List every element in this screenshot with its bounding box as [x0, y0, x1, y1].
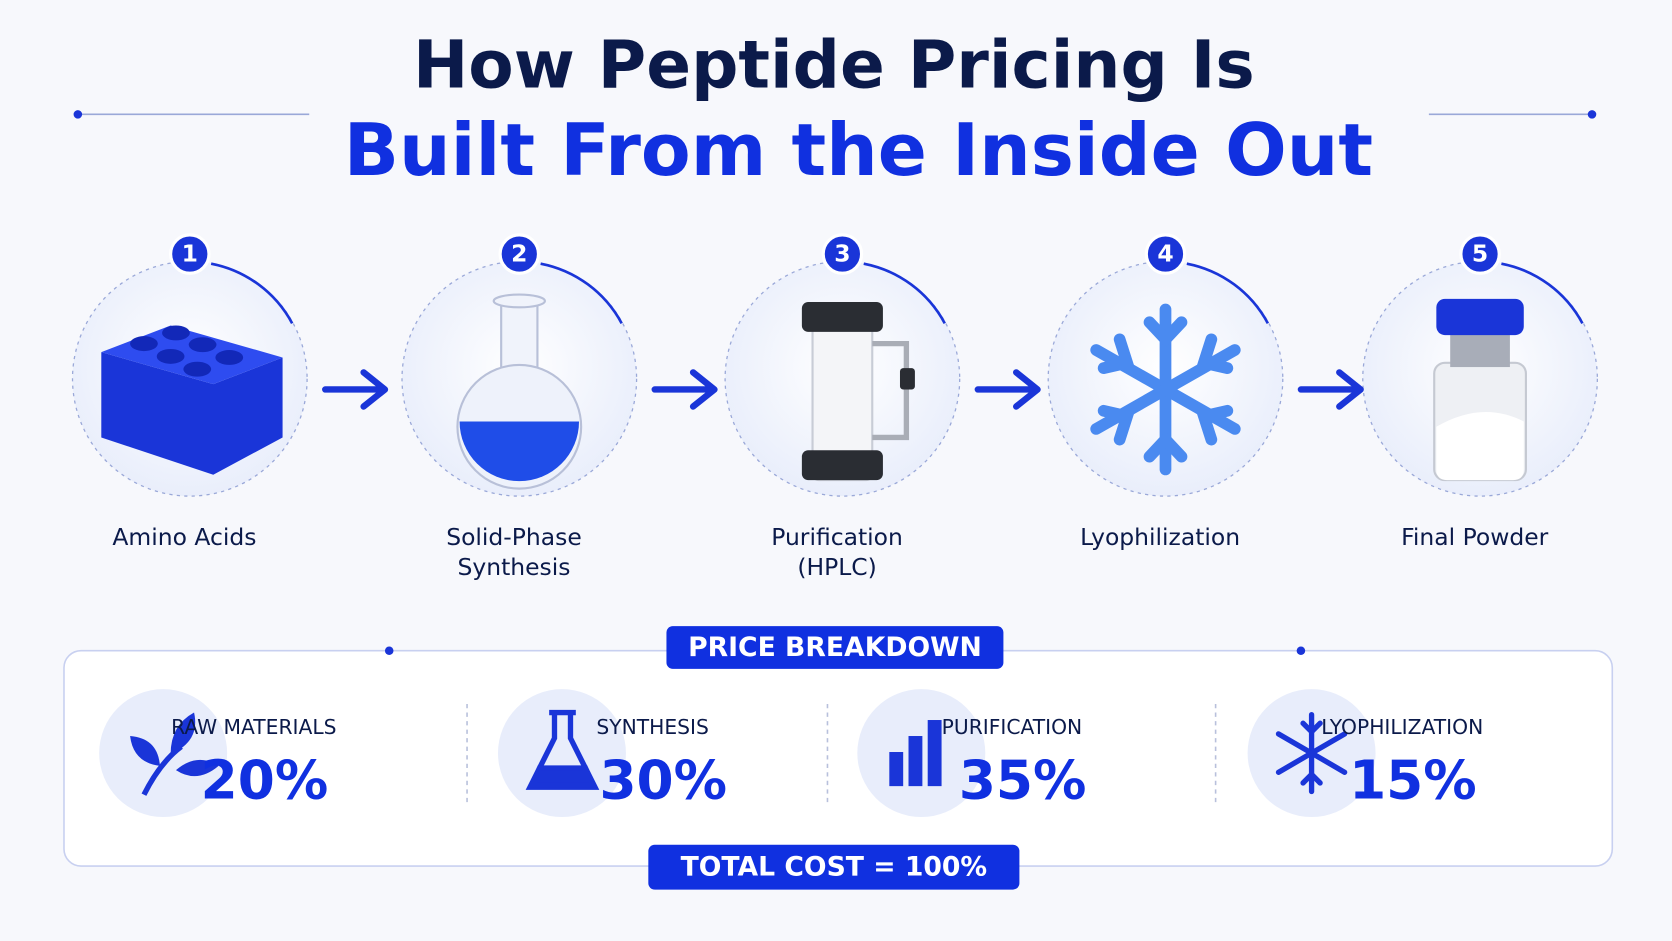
icon-snowflake [1090, 303, 1241, 476]
step-arc [863, 262, 946, 324]
step-label: Amino Acids [112, 523, 256, 551]
icon-vial [1433, 298, 1527, 482]
breakdown-pill [666, 626, 1004, 669]
total-pill [648, 844, 1020, 890]
item-label: LYOPHILIZATION [1321, 715, 1483, 739]
step-arc [540, 262, 623, 324]
step-label: Synthesis [457, 553, 570, 581]
decor-dot [384, 646, 394, 655]
step-label: Lyophilization [1080, 523, 1240, 551]
step-label: Final Powder [1401, 523, 1549, 551]
total-cost: TOTAL COST = 100% [681, 852, 988, 883]
step-label: (HPLC) [797, 553, 876, 581]
icon-column [801, 302, 915, 482]
step-arrow [1297, 369, 1364, 410]
item-label: SYNTHESIS [596, 715, 708, 739]
item-value: 35% [959, 750, 1087, 812]
icon-flask [456, 293, 583, 490]
step-arrow [974, 369, 1041, 410]
step-badge [1144, 233, 1187, 275]
step-number: 3 [834, 240, 850, 268]
step-number: 1 [182, 240, 198, 268]
title-line1: How Peptide Pricing Is [413, 27, 1255, 104]
step-number: 5 [1472, 240, 1488, 268]
icon-snowflake-small [1275, 712, 1348, 795]
breakdown-title: PRICE BREAKDOWN [688, 632, 982, 663]
step-arc [1501, 262, 1584, 324]
step-arc [210, 262, 294, 324]
icon-brick [101, 325, 283, 475]
item-value: 20% [201, 750, 329, 812]
step-badge [169, 233, 211, 275]
step-label: Purification [771, 523, 903, 551]
decor-dot [1296, 646, 1306, 655]
step-number: 2 [511, 240, 527, 268]
item-value: 30% [599, 750, 727, 812]
step-badge [1459, 233, 1501, 275]
title-line2: Built From the Inside Out [344, 109, 1373, 193]
item-label: RAW MATERIALS [171, 715, 336, 739]
icon-leaf [130, 712, 219, 796]
step-number: 4 [1157, 240, 1173, 268]
item-value: 15% [1349, 750, 1477, 812]
decor-dot [73, 110, 83, 119]
step-arc [1186, 262, 1270, 324]
step-badge [821, 233, 864, 275]
icon-bars [889, 720, 942, 787]
step-label: Solid-Phase [446, 523, 582, 551]
decor-dot [1587, 110, 1597, 119]
step-badge [498, 233, 541, 275]
item-label: PURIFICATION [942, 715, 1083, 739]
step-arrow [322, 369, 389, 410]
icon-beaker [525, 709, 600, 790]
step-arrow [651, 369, 718, 410]
